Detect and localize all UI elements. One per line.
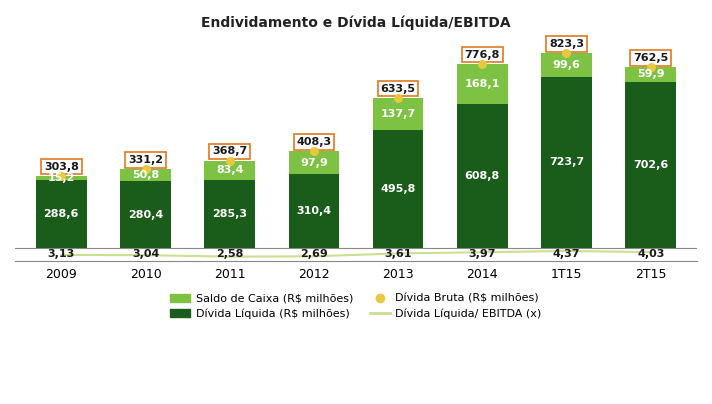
Text: 723,7: 723,7 [549, 157, 584, 167]
Text: 2,69: 2,69 [300, 249, 328, 259]
Text: 285,3: 285,3 [212, 209, 247, 219]
Text: 99,6: 99,6 [553, 60, 580, 70]
Text: 2,58: 2,58 [216, 249, 244, 259]
Text: 83,4: 83,4 [216, 165, 244, 175]
Text: 408,3: 408,3 [296, 137, 332, 147]
Text: 4,03: 4,03 [637, 249, 664, 259]
Text: 762,5: 762,5 [633, 53, 669, 63]
Bar [373, 130, 424, 248]
Point [140, 166, 151, 173]
Bar [625, 67, 676, 82]
Title: Endividamento e Dívida Líquida/EBITDA: Endividamento e Dívida Líquida/EBITDA [201, 15, 511, 29]
Bar [541, 53, 592, 76]
Bar [204, 160, 255, 180]
Text: 702,6: 702,6 [633, 160, 669, 170]
Bar [288, 175, 339, 248]
Text: 59,9: 59,9 [637, 69, 664, 80]
Text: 776,8: 776,8 [465, 50, 500, 60]
Legend: Saldo de Caixa (R$ milhões), Dívida Líquida (R$ milhões), Dívida Bruta (R$ milhõ: Saldo de Caixa (R$ milhões), Dívida Líqu… [166, 289, 546, 323]
Text: 4,37: 4,37 [553, 249, 580, 259]
Text: 331,2: 331,2 [128, 155, 163, 165]
Text: 168,1: 168,1 [465, 79, 500, 89]
Text: 3,04: 3,04 [132, 249, 159, 259]
Text: 280,4: 280,4 [128, 210, 163, 220]
Point [561, 50, 572, 56]
Bar [120, 169, 171, 181]
Text: 3,97: 3,97 [468, 249, 496, 259]
Point [392, 95, 404, 101]
Text: 97,9: 97,9 [300, 158, 328, 168]
Text: 310,4: 310,4 [296, 206, 332, 216]
Point [224, 157, 236, 164]
Bar [625, 82, 676, 248]
Text: 633,5: 633,5 [381, 84, 416, 94]
Text: 608,8: 608,8 [465, 171, 500, 181]
Bar [36, 176, 87, 179]
Text: 495,8: 495,8 [380, 184, 416, 194]
Point [308, 148, 320, 154]
Point [645, 64, 656, 71]
Text: 137,7: 137,7 [380, 109, 416, 119]
Text: 50,8: 50,8 [132, 170, 159, 181]
Point [56, 173, 67, 179]
Bar [36, 179, 87, 248]
Bar [373, 98, 424, 130]
Text: 3,61: 3,61 [384, 249, 412, 259]
Point [476, 61, 488, 67]
Bar [288, 151, 339, 175]
Text: 3,13: 3,13 [48, 249, 75, 259]
Bar [541, 76, 592, 248]
Bar [204, 180, 255, 248]
Text: 15,2: 15,2 [48, 173, 75, 183]
Text: 368,7: 368,7 [212, 146, 247, 156]
Bar [120, 181, 171, 248]
Text: 288,6: 288,6 [43, 209, 79, 219]
Text: 303,8: 303,8 [44, 162, 79, 172]
Bar [457, 64, 508, 104]
Bar [457, 104, 508, 248]
Text: 823,3: 823,3 [549, 39, 584, 49]
